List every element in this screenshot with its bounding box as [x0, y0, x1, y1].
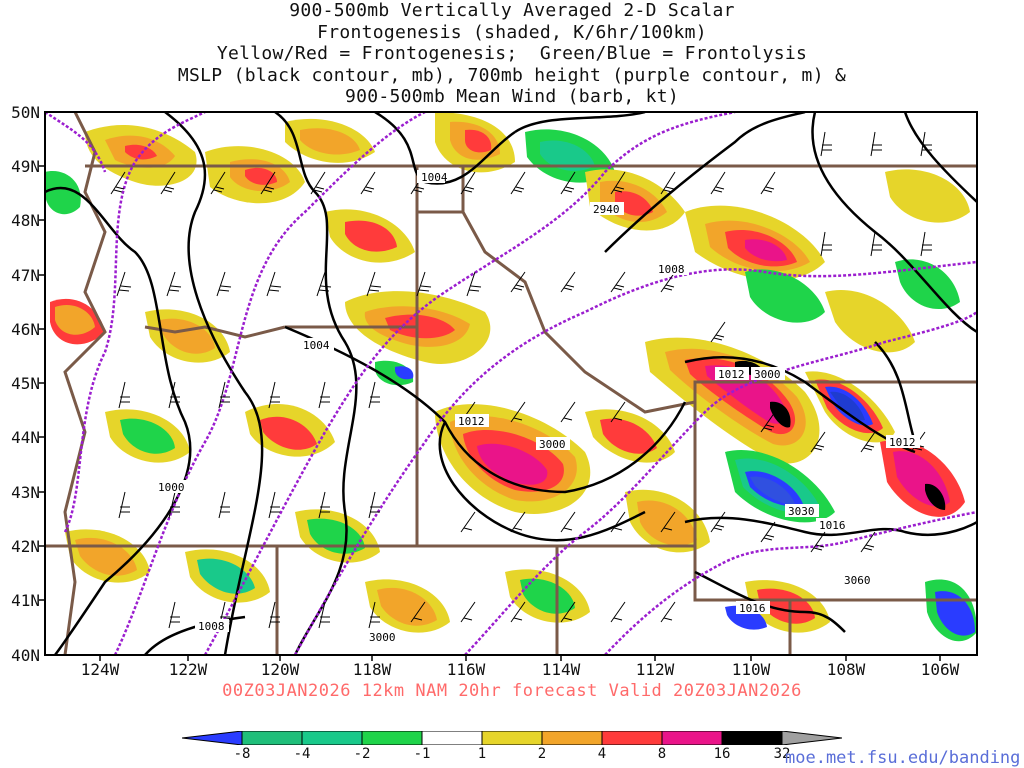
frontogenesis-shading: [45, 112, 977, 642]
lon-label: 112W: [635, 660, 675, 679]
contour-label: 1004: [300, 338, 334, 352]
title-line-2: Frontogenesis (shaded, K/6hr/100km): [317, 21, 707, 43]
colorbar-label: 2: [537, 746, 547, 762]
lon-label: 118W: [352, 660, 392, 679]
contour-label: 2940: [590, 202, 624, 216]
svg-text:1012: 1012: [718, 368, 745, 381]
colorbar-swatch: [301, 731, 363, 745]
svg-text:2940: 2940: [593, 203, 620, 216]
contour-label: 3000: [536, 437, 570, 451]
svg-text:1016: 1016: [819, 519, 846, 532]
svg-text:1012: 1012: [458, 415, 485, 428]
lat-label: 48N: [11, 211, 40, 230]
colorbar-label: -4: [293, 746, 311, 762]
contour-label: 1016: [816, 518, 850, 532]
svg-text:3030: 3030: [788, 505, 815, 518]
lat-label: 43N: [11, 483, 40, 502]
contour-label: 1012: [455, 414, 489, 428]
svg-text:1008: 1008: [198, 620, 225, 633]
map-panel: 1004 2940 1008 1004 1012 3000 1012 3000 …: [39, 111, 978, 661]
contour-label: 1008: [195, 619, 229, 633]
colorbar-label: 32: [773, 746, 791, 762]
contour-label: 3000: [366, 630, 400, 644]
height700-contours: [45, 112, 977, 655]
contour-label: 1004: [417, 170, 448, 184]
lat-label: 42N: [11, 537, 40, 556]
colorbar-swatch: [241, 731, 303, 745]
colorbar-label: 16: [713, 746, 731, 762]
credit-url: moe.met.fsu.edu/banding: [785, 748, 1021, 768]
lat-label: 49N: [11, 157, 40, 176]
svg-text:3000: 3000: [539, 438, 566, 451]
svg-text:1004: 1004: [303, 339, 330, 352]
contour-label: 3030: [785, 504, 819, 518]
colorbar-label: -2: [353, 746, 371, 762]
svg-text:1016: 1016: [739, 602, 766, 615]
lat-label: 50N: [11, 103, 40, 122]
state-borders: [45, 112, 977, 655]
colorbar-swatch: [661, 731, 723, 745]
lon-label: 110W: [731, 660, 771, 679]
lat-label: 46N: [11, 320, 40, 339]
contour-label: 1000: [155, 480, 189, 494]
colorbar-swatch: [781, 731, 842, 745]
lon-label: 116W: [446, 660, 486, 679]
wind-barbs: [110, 131, 932, 629]
lat-label: 40N: [11, 646, 40, 665]
title-line-3: Yellow/Red = Frontogenesis; Green/Blue =…: [216, 43, 808, 64]
chart-title: 900-500mb Vertically Averaged 2-D Scalar…: [0, 0, 1024, 108]
contour-label: 1012: [715, 367, 749, 381]
colorbar-label: 1: [477, 746, 487, 762]
svg-text:1012: 1012: [889, 436, 916, 449]
title-line-4: MSLP (black contour, mb), 700mb height (…: [177, 64, 847, 86]
svg-text:1008: 1008: [658, 263, 685, 276]
colorbar-swatch: [541, 731, 603, 745]
contour-labels: 1004 2940 1008 1004 1012 3000 1012 3000 …: [155, 170, 920, 644]
svg-text:3000: 3000: [369, 631, 396, 644]
lon-label: 124W: [80, 660, 120, 679]
contour-label: 1016: [736, 601, 770, 615]
colorbar-label: -1: [413, 746, 431, 762]
forecast-valid-line: 00Z03JAN2026 12km NAM 20hr forecast Vali…: [222, 681, 802, 701]
frontogenesis-map: 1004 2940 1008 1004 1012 3000 1012 3000 …: [39, 111, 978, 661]
title-line-1: 900-500mb Vertically Averaged 2-D Scalar: [289, 0, 735, 21]
colorbar-label: 4: [597, 746, 607, 762]
title-line-5: 900-500mb Mean Wind (barb, kt): [344, 86, 680, 107]
axis-ticks: [39, 165, 941, 661]
colorbar-swatch: [721, 731, 783, 745]
colorbar-swatch: [421, 731, 483, 745]
colorbar-label: -8: [233, 746, 251, 762]
svg-text:1004: 1004: [421, 171, 448, 184]
colorbar-swatch: [182, 731, 243, 745]
colorbar-swatch: [361, 731, 423, 745]
colorbar-label: 8: [657, 746, 667, 762]
contour-label: 1012: [886, 435, 920, 449]
contour-label: 3000: [751, 367, 785, 381]
lon-label: 108W: [826, 660, 866, 679]
contour-label: 3060: [841, 573, 875, 587]
svg-text:3060: 3060: [844, 574, 871, 587]
contour-label: 1008: [655, 262, 689, 276]
lat-label: 45N: [11, 374, 40, 393]
colorbar-swatch: [601, 731, 663, 745]
lon-label: 106W: [920, 660, 960, 679]
colorbar: [182, 731, 842, 745]
lon-label: 114W: [541, 660, 581, 679]
lat-label: 44N: [11, 428, 40, 447]
lat-label: 41N: [11, 591, 40, 610]
lat-label: 47N: [11, 266, 40, 285]
lon-label: 120W: [260, 660, 300, 679]
svg-text:1000: 1000: [158, 481, 185, 494]
svg-text:3000: 3000: [754, 368, 781, 381]
lon-label: 122W: [168, 660, 208, 679]
colorbar-swatch: [481, 731, 543, 745]
